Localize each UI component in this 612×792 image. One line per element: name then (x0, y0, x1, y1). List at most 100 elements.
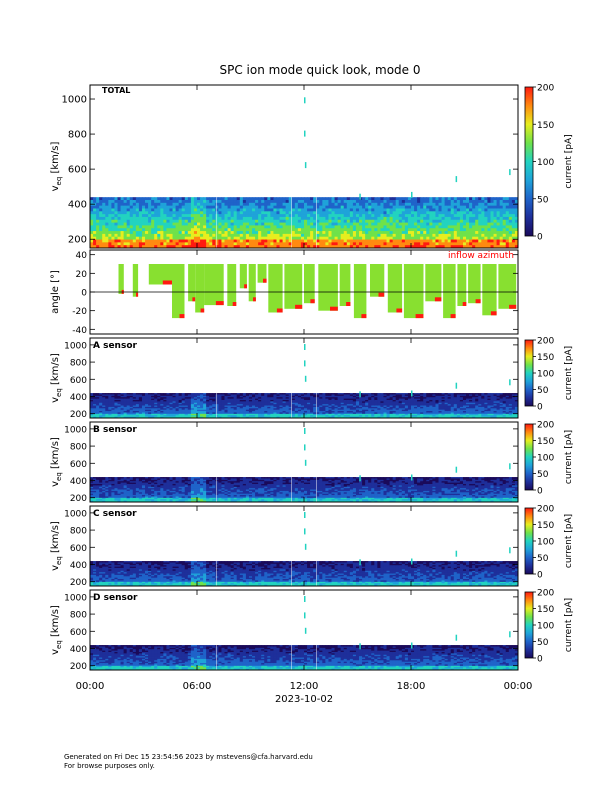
spectrogram-cell (352, 411, 357, 413)
spectrogram-cell (352, 211, 357, 215)
spectrogram-cell (117, 202, 121, 207)
spectrogram-cell (334, 245, 339, 249)
spectrogram-cell (175, 399, 180, 402)
spectrogram-cell (340, 245, 345, 249)
spectrogram-cell (255, 406, 259, 409)
spectrogram-cell (288, 216, 293, 221)
spectrogram-cell (172, 222, 176, 226)
spectrogram-cell (322, 401, 326, 404)
spectrogram-cell (368, 228, 372, 232)
spectrogram-cell (120, 408, 125, 411)
spectrogram-cell (181, 219, 186, 223)
spectrogram-cell (401, 228, 406, 232)
spectrogram-cell (218, 219, 222, 223)
spectrogram-cell (386, 398, 390, 401)
spectrogram-cell (316, 205, 320, 209)
spectrogram-cell (359, 408, 363, 411)
spectrogram-cell (193, 412, 198, 415)
spectrogram-cell (371, 236, 375, 240)
spectrogram-cell (279, 219, 283, 223)
spectrogram-cell (166, 239, 170, 243)
spectrogram-cell (331, 393, 335, 395)
spectrogram-cell (169, 406, 173, 409)
spectrogram-cell (160, 202, 164, 207)
spectrogram-cell (462, 408, 467, 411)
spectrogram-cell (273, 231, 277, 235)
spectrogram-cell (438, 225, 442, 229)
spectrogram-cell (349, 197, 354, 201)
spectrogram-cell (505, 211, 510, 215)
spectrogram-cell (355, 405, 360, 408)
spectrogram-cell (157, 242, 161, 246)
spectrogram-cell (200, 393, 204, 395)
spectrogram-cell (93, 197, 97, 201)
spectrogram-cell (242, 398, 247, 401)
spectrogram-cell (230, 413, 235, 416)
spectrogram-cell (404, 408, 409, 411)
spectrogram-cell (209, 412, 213, 415)
spectrogram-cell (239, 222, 244, 226)
spectrogram-cell (141, 219, 146, 223)
spectrogram-cell (450, 415, 455, 418)
spectrogram-cell (218, 242, 222, 246)
spectrogram-cell (172, 406, 176, 409)
spectrogram-cell (313, 405, 317, 408)
spectrogram-cell (423, 406, 427, 409)
spectrogram-cell (248, 236, 253, 240)
spectrogram-cell (307, 399, 311, 402)
spectrogram-cell (187, 412, 192, 415)
spectrogram-cell (469, 394, 473, 397)
spectrogram-cell (230, 205, 235, 209)
spectrogram-cell (245, 225, 250, 229)
spectrogram-cell (414, 205, 418, 209)
spectrogram-cell (493, 219, 497, 223)
spectrogram-cell (126, 415, 131, 418)
spectrogram-cell (438, 399, 442, 402)
spectrogram-cell (215, 415, 219, 418)
spectrogram-cell (212, 401, 216, 404)
spectrogram-cell (395, 211, 400, 215)
spectrogram-cell (514, 228, 519, 232)
spectrogram-cell (349, 202, 354, 207)
spectrogram-cell (126, 398, 131, 401)
spectrogram-cell (242, 399, 247, 402)
spectrogram-cell (236, 393, 241, 395)
spectrogram-cell (435, 219, 439, 223)
spectrogram-cell (453, 397, 458, 399)
spectrogram-cell (313, 228, 317, 232)
spectrogram-cell (108, 233, 112, 238)
spectrogram-cell (197, 205, 201, 209)
spectrogram-cell (114, 398, 118, 401)
spectrogram-cell (160, 415, 164, 418)
spectrogram-cell (481, 408, 485, 411)
spectrogram-cell (359, 245, 363, 249)
spectrogram-cell (417, 413, 421, 416)
spectrogram-cell (138, 219, 143, 223)
spectrogram-cell (108, 197, 112, 201)
spectrogram-cell (383, 408, 387, 411)
spectrogram-cell (135, 225, 140, 229)
spectrogram-cell (224, 200, 228, 204)
spectrogram-cell (270, 405, 274, 408)
spectrogram-cell (203, 405, 207, 408)
spectrogram-cell (212, 402, 216, 405)
spectrogram-cell (215, 228, 219, 232)
spectrogram-cell (288, 225, 293, 229)
spectrogram-cell (111, 245, 115, 249)
spectrogram-cell (184, 236, 189, 240)
spectrogram-cell (450, 405, 455, 408)
spectrogram-cell (420, 239, 424, 243)
spectrogram-cell (261, 200, 265, 204)
spectrogram-cell (404, 411, 409, 413)
spectrogram-cell (407, 398, 412, 401)
spectrogram-cell (157, 197, 161, 201)
spectrogram-cell (239, 398, 244, 401)
spectrogram-cell (368, 233, 372, 238)
spectrogram-cell (392, 219, 397, 223)
spectrogram-cell (407, 239, 412, 243)
spectrogram-cell (365, 412, 369, 415)
spectrogram-cell (316, 245, 320, 249)
spectrogram-cell (169, 393, 173, 395)
spectrogram-cell (120, 239, 125, 243)
spectrogram-cell (224, 233, 228, 238)
